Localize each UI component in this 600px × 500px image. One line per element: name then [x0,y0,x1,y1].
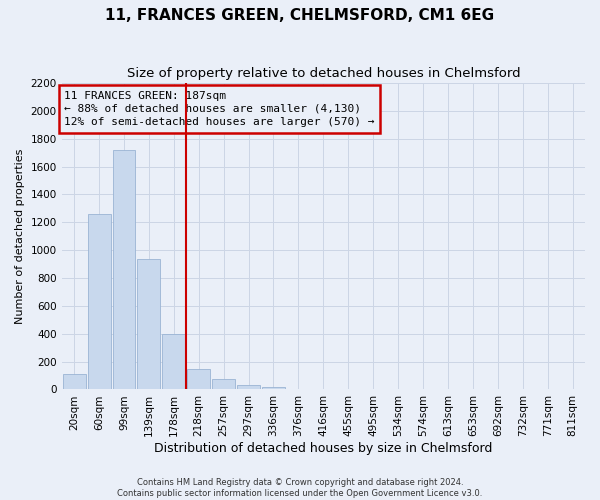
Title: Size of property relative to detached houses in Chelmsford: Size of property relative to detached ho… [127,68,520,80]
Text: 11, FRANCES GREEN, CHELMSFORD, CM1 6EG: 11, FRANCES GREEN, CHELMSFORD, CM1 6EG [106,8,494,22]
Bar [137,258,160,390]
Bar [113,150,136,390]
Bar [163,334,185,390]
Text: Contains HM Land Registry data © Crown copyright and database right 2024.
Contai: Contains HM Land Registry data © Crown c… [118,478,482,498]
Bar [262,387,285,390]
X-axis label: Distribution of detached houses by size in Chelmsford: Distribution of detached houses by size … [154,442,493,455]
Text: 11 FRANCES GREEN: 187sqm
← 88% of detached houses are smaller (4,130)
12% of sem: 11 FRANCES GREEN: 187sqm ← 88% of detach… [64,90,375,127]
Bar [62,374,86,390]
Bar [212,379,235,390]
Bar [237,384,260,390]
Bar [187,370,210,390]
Bar [88,214,110,390]
Y-axis label: Number of detached properties: Number of detached properties [15,148,25,324]
